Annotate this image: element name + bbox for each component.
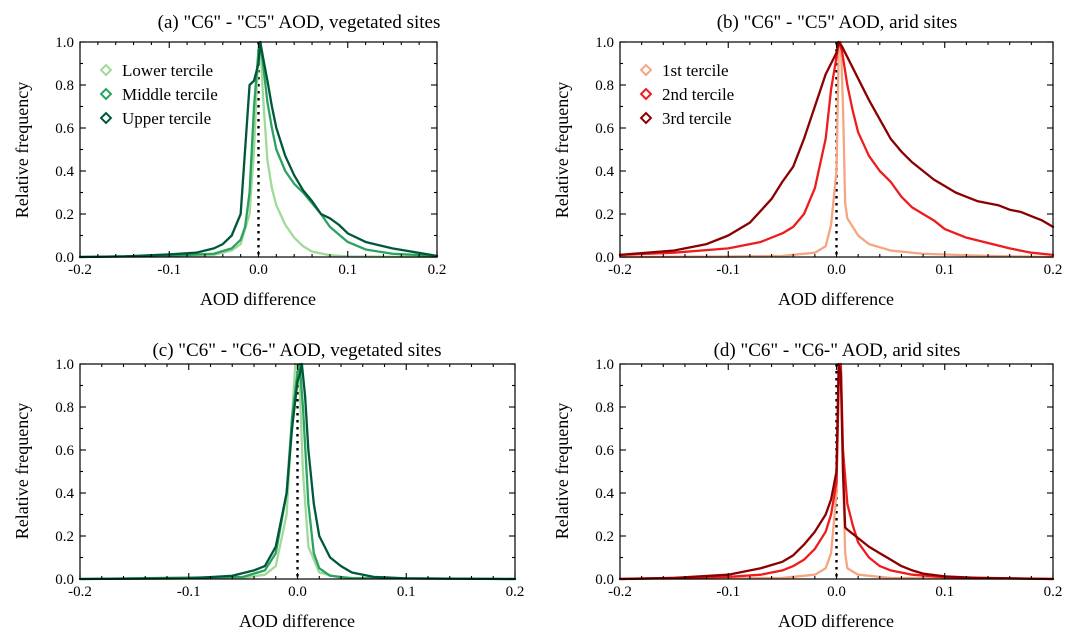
panel-a-legend-label-1: Lower tercile	[122, 61, 213, 80]
panel-d-y-tick-label: 1.0	[595, 357, 614, 373]
panel-b: (b) "C6" - "C5" AOD, arid sites -0.2 -0.1…	[552, 12, 1062, 309]
panel-a-legend-marker-1	[99, 63, 113, 77]
panel-b-legend-marker-3	[639, 111, 653, 125]
panel-b-y-tick-label: 0.2	[595, 207, 614, 223]
panel-b-x-axis-label: AOD difference	[778, 289, 894, 309]
panel-d-y-axis-label: Relative frequency	[552, 403, 572, 539]
panel-b-legend-marker-1	[639, 63, 653, 77]
panel-a-y-tick-label: 0.2	[55, 207, 74, 223]
panel-b-legend-label-2: 2nd tercile	[662, 85, 734, 104]
panel-b-x-tick-label: -0.2	[608, 262, 632, 278]
panel-a-series-3-line	[78, 40, 439, 259]
panel-c-y-tick-label: 0.4	[55, 486, 74, 502]
panel-b-x-tick-label: -0.1	[716, 262, 740, 278]
panel-c-y-axis-label: Relative frequency	[12, 403, 32, 539]
panel-a-frame	[79, 41, 438, 258]
panel-d-y-tick-label: 0.0	[595, 572, 614, 588]
panel-d-y-tick-label: 0.4	[595, 486, 614, 502]
panel-a-y-axis-label: Relative frequency	[12, 82, 32, 218]
panel-c-x-tick-label: 0.0	[288, 584, 307, 600]
panel-b-y-tick-label: 0.6	[595, 121, 614, 137]
panel-a-x-tick-label: -0.1	[157, 262, 181, 278]
panel-c-y-tick-label: 0.8	[55, 400, 74, 416]
panel-c-y-tick-label: 1.0	[55, 357, 74, 373]
panel-d: (d) "C6" - "C6-" AOD, arid sites -0.2 -0.…	[552, 340, 1062, 631]
panel-b-legend-label-3: 3rd tercile	[662, 109, 731, 128]
panel-a-legend-label-3: Upper tercile	[122, 109, 211, 128]
panel-c-x-tick-label: -0.2	[68, 584, 92, 600]
panel-a-title: (a) "C6" - "C5" AOD, vegetated sites	[158, 12, 441, 33]
panel-b-y-axis-label: Relative frequency	[552, 82, 572, 218]
panel-a-legend-marker-3	[99, 111, 113, 125]
panel-b-y-tick-label: 1.0	[595, 35, 614, 51]
panel-d-y-tick-label: 0.8	[595, 400, 614, 416]
panel-b-series-1-line	[618, 40, 1055, 259]
panel-b-title: (b) "C6" - "C5" AOD, arid sites	[717, 12, 958, 33]
panel-d-y-tick-label: 0.2	[595, 529, 614, 545]
panel-c-frame	[79, 363, 516, 580]
panel-d-x-tick-label: 0.0	[827, 584, 846, 600]
panel-b-series-3-line	[618, 40, 1055, 256]
panel-a-legend-marker-2	[99, 87, 113, 101]
panel-c-x-axis-label: AOD difference	[239, 611, 355, 631]
panel-b-legend-label-1: 1st tercile	[662, 61, 729, 80]
panel-a-y-tick-label: 0.8	[55, 78, 74, 94]
panel-d-x-tick-label: 0.1	[935, 584, 954, 600]
panel-b-y-tick-label: 0.4	[595, 164, 614, 180]
panel-a-x-tick-label: 0.0	[249, 262, 268, 278]
panel-b-y-tick-label: 0.0	[595, 250, 614, 266]
panel-a-series-2-line	[78, 40, 439, 259]
panel-d-x-axis-label: AOD difference	[778, 611, 894, 631]
panel-c-y-tick-label: 0.0	[55, 572, 74, 588]
panel-b-legend-marker-2	[639, 87, 653, 101]
panel-c-x-tick-label: 0.2	[506, 584, 525, 600]
panel-d-x-tick-label: -0.1	[716, 584, 740, 600]
panel-b-x-tick-label: 0.1	[935, 262, 954, 278]
panel-a: (a) "C6" - "C5" AOD, vegetated sites -0.…	[12, 12, 446, 309]
panel-c: (c) "C6" - "C6-" AOD, vegetated sites -0…	[12, 340, 524, 631]
panel-c-x-tick-label: -0.1	[177, 584, 201, 600]
panel-c-title: (c) "C6" - "C6-" AOD, vegetated sites	[152, 340, 441, 361]
panel-a-y-tick-label: 1.0	[55, 35, 74, 51]
panel-d-y-tick-label: 0.6	[595, 443, 614, 459]
panel-a-legend-label-2: Middle tercile	[122, 85, 218, 104]
panel-a-y-tick-label: 0.4	[55, 164, 74, 180]
panel-c-x-tick-label: 0.1	[397, 584, 416, 600]
panel-b-x-tick-label: 0.0	[827, 262, 846, 278]
panel-d-x-tick-label: 0.2	[1044, 584, 1063, 600]
panel-c-y-tick-label: 0.2	[55, 529, 74, 545]
panel-d-series-3-line	[618, 362, 1055, 581]
panel-b-y-tick-label: 0.8	[595, 78, 614, 94]
panel-c-series-1-line	[78, 362, 517, 581]
panel-c-y-tick-label: 0.6	[55, 443, 74, 459]
panel-a-series-1-line	[78, 40, 439, 259]
panel-d-frame	[619, 363, 1054, 580]
panel-b-x-tick-label: 0.2	[1044, 262, 1063, 278]
panel-d-x-tick-label: -0.2	[608, 584, 632, 600]
panel-a-x-axis-label: AOD difference	[200, 289, 316, 309]
panel-a-x-tick-label: 0.2	[428, 262, 447, 278]
panel-d-title: (d) "C6" - "C6-" AOD, arid sites	[714, 340, 961, 361]
panel-a-y-tick-label: 0.0	[55, 250, 74, 266]
panel-b-series-2-line	[618, 40, 1055, 256]
panel-a-y-tick-label: 0.6	[55, 121, 74, 137]
panel-a-x-tick-label: 0.1	[338, 262, 357, 278]
panel-a-x-tick-label: -0.2	[68, 262, 92, 278]
panel-b-frame	[619, 41, 1054, 258]
